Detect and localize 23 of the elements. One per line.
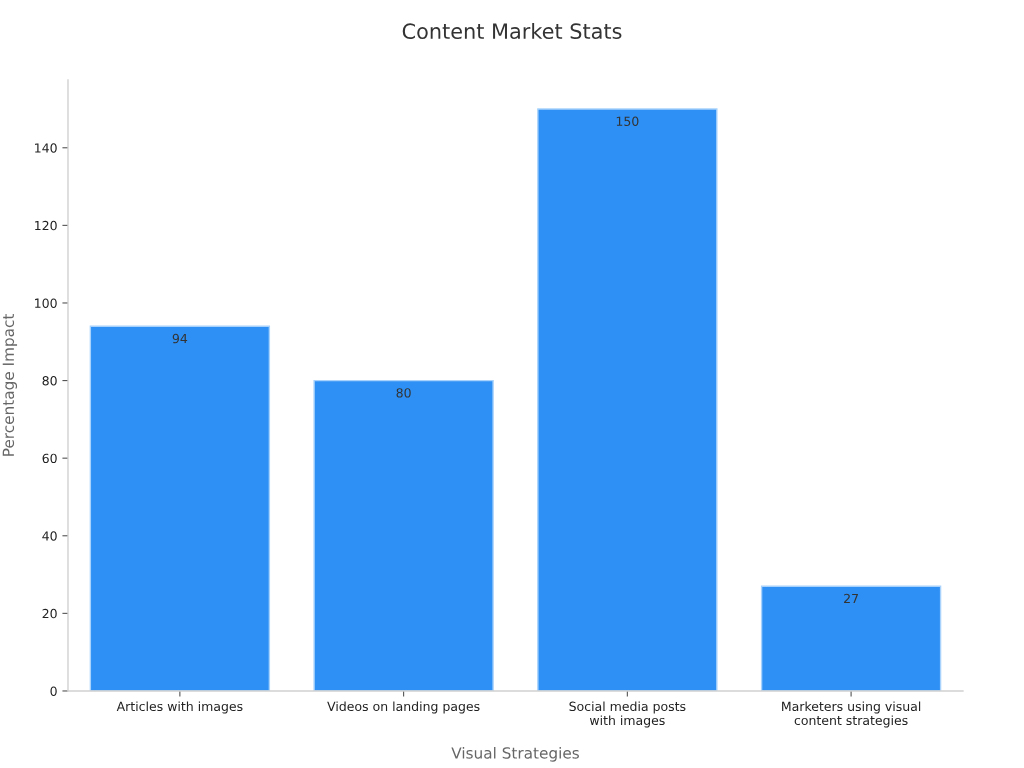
y-tick-label: 100 — [35, 298, 57, 308]
y-tick-label: 120 — [35, 220, 57, 231]
y-tick-label: 0 — [50, 686, 57, 696]
y-tick-label: 140 — [35, 143, 57, 153]
x-tick-label: Videos on landing pages — [327, 701, 480, 714]
data-label: 27 — [844, 593, 858, 604]
y-tick-label: 40 — [42, 531, 57, 541]
bar — [537, 108, 718, 691]
x-tick-label: Marketers using visual content strategies — [782, 701, 921, 728]
data-label: 150 — [616, 116, 639, 126]
x-tick-label: Social media posts with images — [569, 701, 686, 728]
bar — [760, 585, 942, 691]
bar — [89, 325, 271, 691]
y-axis-title: Percentage Impact — [2, 313, 18, 456]
x-tick-label: Articles with images — [116, 701, 243, 714]
y-tick-label: 20 — [42, 608, 57, 619]
bar — [313, 379, 494, 691]
chart-title: Content Market Stats — [402, 22, 622, 40]
data-label: 94 — [172, 333, 188, 344]
data-label: 80 — [396, 388, 411, 398]
y-tick-label: 60 — [42, 453, 57, 464]
y-tick-label: 80 — [42, 376, 57, 386]
x-axis-title: Visual Strategies — [451, 746, 579, 762]
